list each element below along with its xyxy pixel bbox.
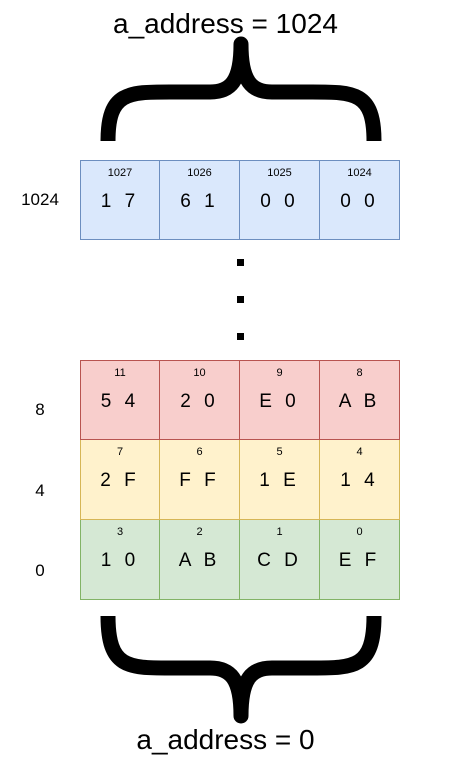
memory-row-4: 7 2 F 6 F F 5 1 E 4 1 4 xyxy=(80,440,400,520)
memory-byte-cell: 5 1 E xyxy=(240,440,320,520)
byte-index: 1027 xyxy=(107,167,133,179)
memory-byte-cell: 1024 0 0 xyxy=(320,160,400,240)
ellipsis-dot xyxy=(237,259,244,266)
byte-value: 1 7 xyxy=(100,191,140,212)
byte-index: 1025 xyxy=(267,167,292,179)
memory-byte-cell: 0 E F xyxy=(320,520,400,600)
memory-byte-cell: 2 A B xyxy=(160,520,240,600)
byte-index: 1024 xyxy=(347,167,372,179)
memory-byte-cell: 9 E 0 xyxy=(240,360,320,440)
byte-index: 4 xyxy=(356,446,363,458)
byte-value: A B xyxy=(338,391,381,412)
byte-index: 0 xyxy=(356,526,363,538)
byte-index: 8 xyxy=(356,367,363,379)
byte-value: 5 4 xyxy=(100,391,140,412)
byte-index: 6 xyxy=(196,446,203,458)
byte-index: 10 xyxy=(193,367,206,379)
row-address-label: 0 xyxy=(35,561,45,580)
memory-byte-cell: 8 A B xyxy=(320,360,400,440)
row-address-label: 1024 xyxy=(21,190,59,209)
memory-byte-cell: 1026 6 1 xyxy=(160,160,240,240)
memory-byte-cell: 10 2 0 xyxy=(160,360,240,440)
byte-value: 0 0 xyxy=(260,191,299,212)
byte-index: 1 xyxy=(276,526,283,538)
memory-byte-cell: 11 5 4 xyxy=(80,360,160,440)
byte-value: 1 E xyxy=(259,470,300,491)
ellipsis-dot xyxy=(237,296,244,303)
top-address-label: a_address = 1024 xyxy=(113,8,338,39)
byte-value: 6 1 xyxy=(180,191,219,212)
byte-index: 11 xyxy=(114,367,126,379)
byte-index: 9 xyxy=(276,367,283,379)
byte-value: C D xyxy=(257,550,302,571)
memory-byte-cell: 1027 1 7 xyxy=(80,160,160,240)
byte-value: 2 0 xyxy=(180,391,219,412)
memory-byte-cell: 1 C D xyxy=(240,520,320,600)
memory-row-0: 3 1 0 2 A B 1 C D 0 E F xyxy=(80,520,400,600)
byte-index: 3 xyxy=(116,526,124,538)
byte-index: 2 xyxy=(196,526,203,538)
byte-index: 1026 xyxy=(187,167,212,179)
memory-byte-cell: 6 F F xyxy=(160,440,240,520)
memory-byte-cell: 7 2 F xyxy=(80,440,160,520)
memory-row-1024: 1027 1 7 1026 6 1 1025 0 0 1024 0 0 xyxy=(80,160,400,240)
byte-value: 0 0 xyxy=(340,191,379,212)
byte-index: 5 xyxy=(276,446,283,458)
byte-value: F F xyxy=(179,470,220,491)
memory-byte-cell: 4 1 4 xyxy=(320,440,400,520)
byte-index: 7 xyxy=(116,446,124,458)
byte-value: 2 F xyxy=(100,470,140,491)
memory-byte-cell: 1025 0 0 xyxy=(240,160,320,240)
byte-value: A B xyxy=(178,550,221,571)
byte-value: 1 4 xyxy=(340,470,379,491)
row-address-label: 4 xyxy=(35,481,45,500)
memory-row-8: 11 5 4 10 2 0 9 E 0 8 A B xyxy=(80,360,400,440)
bottom-address-label: a_address = 0 xyxy=(136,724,315,755)
row-address-label: 8 xyxy=(35,400,45,419)
byte-value: 1 0 xyxy=(100,550,140,571)
byte-value: E 0 xyxy=(259,391,300,412)
memory-byte-cell: 3 1 0 xyxy=(80,520,160,600)
byte-value: E F xyxy=(338,550,381,571)
ellipsis-dot xyxy=(237,333,244,340)
